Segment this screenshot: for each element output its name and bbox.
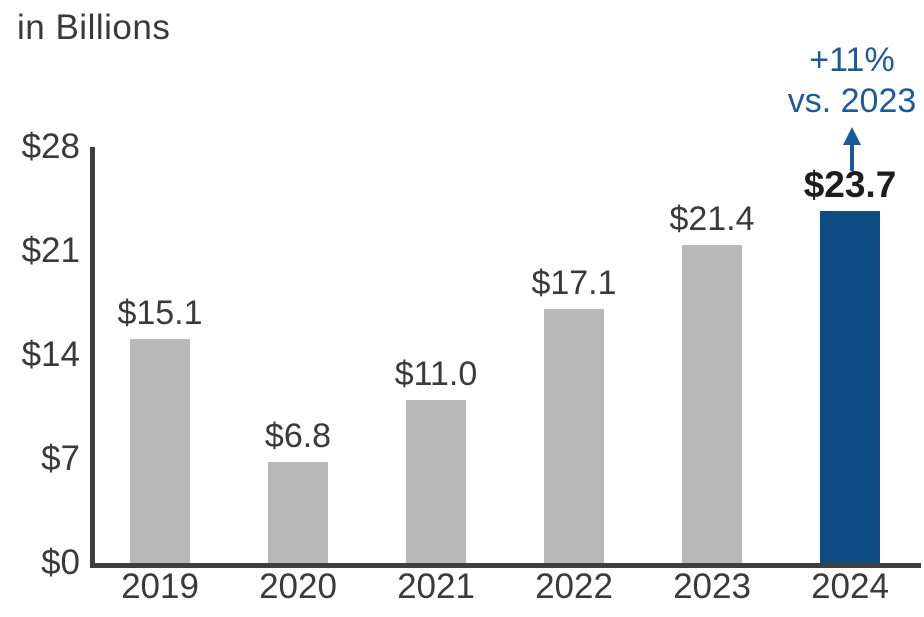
y-tick-label: $0 bbox=[41, 543, 80, 582]
bar-2023 bbox=[682, 245, 742, 563]
x-axis-label: 2019 bbox=[121, 567, 199, 606]
bar-value-label: $17.1 bbox=[531, 263, 617, 302]
up-arrow-icon bbox=[843, 127, 861, 171]
x-axis-label: 2021 bbox=[397, 567, 475, 606]
bar-value-label: $15.1 bbox=[117, 293, 203, 332]
bar-2021 bbox=[406, 399, 466, 563]
x-axis-label: 2022 bbox=[535, 567, 613, 606]
y-axis-line bbox=[90, 147, 95, 568]
bar-2022 bbox=[544, 308, 604, 563]
bar-2020 bbox=[268, 461, 328, 563]
y-tick-label: $28 bbox=[21, 127, 80, 166]
x-axis-label: 2024 bbox=[811, 567, 889, 606]
bar-value-label: $21.4 bbox=[669, 200, 755, 239]
bar-2019 bbox=[130, 338, 190, 563]
bar-value-label: $23.7 bbox=[803, 163, 897, 205]
chart-title: in Billions bbox=[17, 8, 171, 47]
x-axis-label: 2023 bbox=[673, 567, 751, 606]
y-tick-label: $7 bbox=[41, 439, 80, 478]
y-tick-label: $21 bbox=[21, 231, 80, 270]
x-axis-line bbox=[90, 563, 921, 568]
bar-2024 bbox=[820, 210, 880, 563]
bar-value-label: $11.0 bbox=[394, 354, 478, 393]
growth-annotation: +11% vs. 2023 bbox=[772, 40, 924, 172]
bar-value-label: $6.8 bbox=[264, 416, 332, 455]
growth-percent-label: +11% bbox=[809, 41, 895, 79]
x-axis-label: 2020 bbox=[259, 567, 337, 606]
y-tick-label: $14 bbox=[21, 335, 80, 374]
growth-comparison-label: vs. 2023 bbox=[787, 82, 917, 120]
